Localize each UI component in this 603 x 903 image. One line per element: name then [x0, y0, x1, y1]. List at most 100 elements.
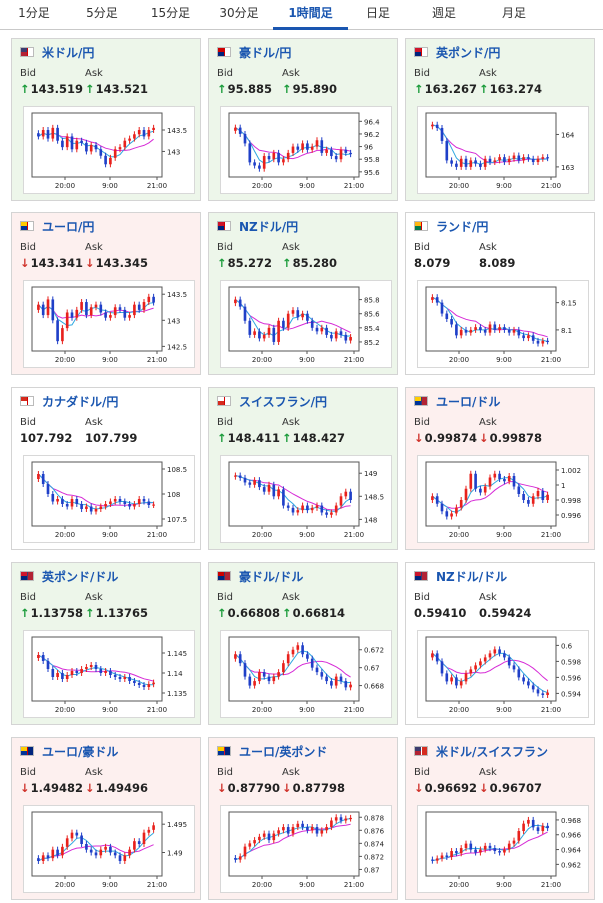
tab-1[interactable]: 5分足 [86, 6, 118, 20]
candle-body [527, 500, 530, 504]
candle-body [512, 840, 516, 844]
mini-candlestick-chart[interactable]: 164 163 20:00 9:00 21:00 [417, 106, 589, 194]
rate-card[interactable]: 豪ドル/ドル Bid Ask ↑0.66808 ↑0.66814 0.672 0.67 0.6… [208, 562, 398, 725]
rate-card[interactable]: NZドル/ドル Bid Ask 0.59410 0.59424 0.6 0.598 0.596… [405, 562, 595, 725]
candle-body [310, 658, 314, 668]
rate-card[interactable]: 英ポンド/円 Bid Ask ↑163.267 ↑163.274 164 163 20:00 9… [405, 38, 595, 201]
rate-card[interactable]: ユーロ/豪ドル Bid Ask ↓1.49482 ↓1.49496 1.495 1.49 20… [11, 737, 201, 900]
rate-card[interactable]: ユーロ/ドル Bid Ask ↓0.99874 ↓0.99878 1.002 1 0.998 0… [405, 387, 595, 550]
candle-body [65, 136, 69, 148]
x-tick-label: 9:00 [102, 531, 118, 539]
y-tick-label: 1 [561, 482, 565, 490]
mini-candlestick-chart[interactable]: 0.672 0.67 0.668 20:00 9:00 21:00 [220, 630, 392, 718]
currency-pair-link[interactable]: 豪ドル/ドル [239, 569, 304, 584]
rate-card[interactable]: ユーロ/英ポンド Bid Ask ↓0.87790 ↓0.87798 0.878 0.876… [208, 737, 398, 900]
currency-pair-link[interactable]: ユーロ/円 [42, 219, 95, 234]
currency-pair-link[interactable]: 豪ドル/円 [239, 45, 292, 60]
candle-body [541, 491, 545, 500]
candle-body [440, 302, 444, 314]
ask-label: Ask [479, 417, 497, 428]
currency-pair-link[interactable]: 米ドル/スイスフラン [436, 744, 549, 759]
chart-svg: 96.4 96.2 96 95.8 95.6 20:00 9:00 21:00 [228, 112, 380, 190]
candle-body [272, 676, 276, 682]
flag-icon [414, 396, 428, 406]
candle-body [330, 820, 333, 828]
candle-body [248, 843, 252, 847]
chart-svg: 143.5 143 142.5 20:00 9:00 21:00 [31, 286, 187, 364]
tab-0[interactable]: 1分足 [18, 6, 50, 20]
candle-body [272, 152, 276, 160]
rate-card[interactable]: 米ドル/円 Bid Ask ↑143.519 ↑143.521 143.5 143 20:00… [11, 38, 201, 201]
candle-body [527, 157, 530, 159]
mini-candlestick-chart[interactable]: 0.878 0.876 0.874 0.872 0.87 20:00 9:00 21:00 [220, 805, 392, 893]
candle-body [344, 681, 348, 688]
tab-5[interactable]: 日足 [365, 6, 390, 20]
rate-card[interactable]: カナダドル/円 Bid Ask 107.792 107.799 108.5 108 107.5… [11, 387, 201, 550]
tab-3[interactable]: 30分足 [219, 6, 259, 20]
tab-6[interactable]: 週足 [431, 6, 456, 20]
mini-candlestick-chart[interactable]: 96.4 96.2 96 95.8 95.6 20:00 9:00 21:00 [220, 106, 392, 194]
mini-candlestick-chart[interactable]: 85.8 85.6 85.4 85.2 20:00 9:00 21:00 [220, 280, 392, 368]
rate-card[interactable]: NZドル/円 Bid Ask ↑85.272 ↑85.280 85.8 85.6 85.4 85… [208, 212, 398, 375]
rate-card[interactable]: 米ドル/スイスフラン Bid Ask ↓0.96692 ↓0.96707 0.968 0.9… [405, 737, 595, 900]
candle-body [253, 840, 256, 844]
rate-card[interactable]: 英ポンド/ドル Bid Ask ↑1.13758 ↑1.13765 1.145 1.14 1.… [11, 562, 201, 725]
candle-body [301, 645, 304, 655]
candle-body [503, 327, 506, 330]
rate-card[interactable]: スイスフラン/円 Bid Ask ↑148.411 ↑148.427 149 148.5 14… [208, 387, 398, 550]
mini-candlestick-chart[interactable]: 143.5 143 20:00 9:00 21:00 [23, 106, 195, 194]
tab-4[interactable]: 1時間足 [273, 0, 348, 30]
candle-body [301, 505, 304, 511]
mini-candlestick-chart[interactable]: 8.15 8.1 20:00 9:00 21:00 [417, 280, 589, 368]
candle-body [65, 504, 69, 507]
candle-body [94, 509, 98, 512]
currency-pair-link[interactable]: 米ドル/円 [42, 45, 95, 60]
mini-candlestick-chart[interactable]: 143.5 143 142.5 20:00 9:00 21:00 [23, 280, 195, 368]
rate-card[interactable]: ユーロ/円 Bid Ask ↓143.341 ↓143.345 143.5 143 142.5… [11, 212, 201, 375]
candle-body [349, 491, 352, 500]
currency-pair-link[interactable]: ユーロ/ドル [436, 394, 501, 409]
currency-pair-link[interactable]: ランド/円 [436, 219, 489, 234]
candle-body [109, 501, 112, 504]
currency-pair-link[interactable]: カナダドル/円 [42, 394, 119, 409]
tab-7[interactable]: 月足 [501, 6, 526, 20]
mini-candlestick-chart[interactable]: 1.495 1.49 20:00 9:00 21:00 [23, 805, 195, 893]
arrow-up-icon: ↑ [282, 82, 292, 96]
candle-body [306, 827, 309, 831]
y-tick-label: 143 [167, 317, 180, 325]
flag-icon [20, 47, 34, 57]
candle-body [51, 494, 55, 502]
candle-body [512, 665, 516, 670]
rate-card[interactable]: 豪ドル/円 Bid Ask ↑95.885 ↑95.890 96.4 96.2 96 95.8 9… [208, 38, 398, 201]
mini-candlestick-chart[interactable]: 149 148.5 148 20:00 9:00 21:00 [220, 455, 392, 543]
mini-candlestick-chart[interactable]: 1.145 1.14 1.135 20:00 9:00 21:00 [23, 630, 195, 718]
currency-pair-link[interactable]: ユーロ/豪ドル [42, 744, 119, 759]
candle-body [128, 138, 131, 141]
candle-body [536, 827, 540, 832]
candle-body [262, 487, 266, 492]
x-tick-label: 21:00 [344, 531, 364, 539]
rate-card[interactable]: ランド/円 Bid Ask 8.079 8.089 8.15 8.1 20:00 9:00 21:… [405, 212, 595, 375]
mini-candlestick-chart[interactable]: 108.5 108 107.5 20:00 9:00 21:00 [23, 455, 195, 543]
ask-price: 107.799 [85, 431, 138, 445]
mini-candlestick-chart[interactable]: 0.968 0.966 0.964 0.962 20:00 9:00 21:00 [417, 805, 589, 893]
mini-candlestick-chart[interactable]: 1.002 1 0.998 0.996 20:00 9:00 21:00 [417, 455, 589, 543]
candle-body [349, 817, 352, 820]
candle-body [320, 327, 324, 332]
candle-body [445, 313, 449, 319]
currency-pair-link[interactable]: ユーロ/英ポンド [239, 744, 328, 759]
mini-candlestick-chart[interactable]: 0.6 0.598 0.596 0.594 20:00 9:00 21:00 [417, 630, 589, 718]
y-tick-label: 0.996 [561, 512, 582, 520]
candle-body [301, 823, 304, 828]
bid-price: 8.079 [414, 256, 451, 270]
currency-pair-link[interactable]: 英ポンド/円 [436, 45, 501, 60]
currency-pair-link[interactable]: 英ポンド/ドル [42, 569, 119, 584]
currency-pair-link[interactable]: NZドル/ドル [436, 569, 508, 584]
flag-icon [414, 746, 428, 756]
currency-pair-link[interactable]: NZドル/円 [239, 219, 299, 234]
bid-value: ↑85.272 [217, 256, 272, 270]
candle-body [320, 505, 324, 513]
currency-pair-link[interactable]: スイスフラン/円 [239, 394, 328, 409]
candle-body [51, 849, 55, 859]
tab-2[interactable]: 15分足 [150, 6, 191, 20]
